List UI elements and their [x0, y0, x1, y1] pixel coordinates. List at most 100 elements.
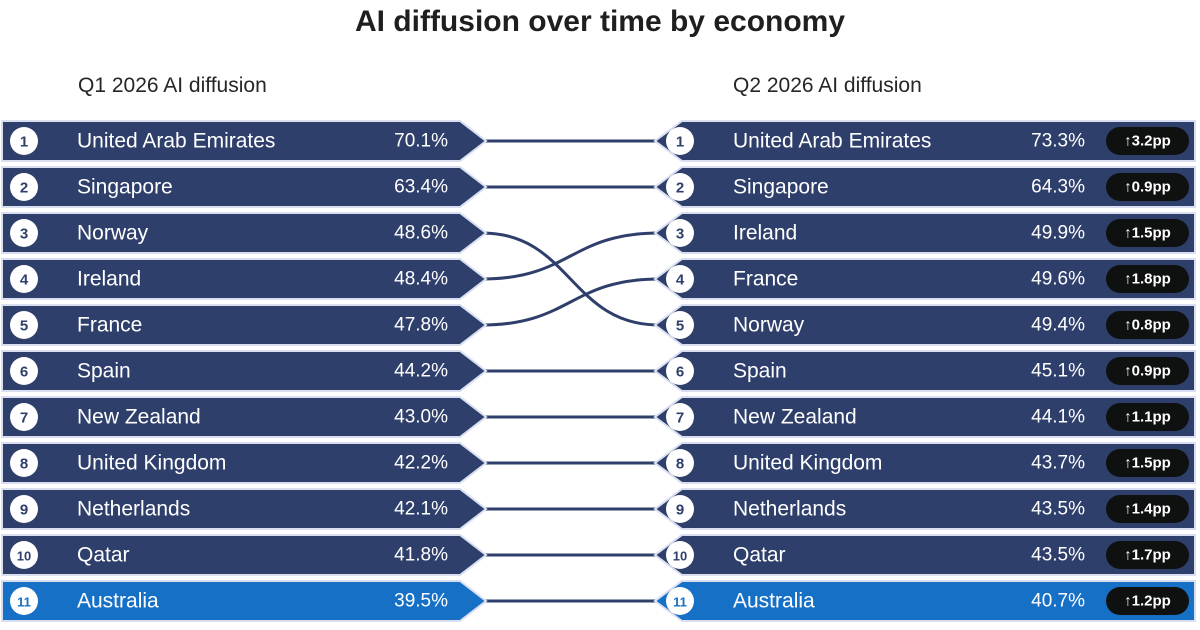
rank-circle [10, 127, 38, 155]
rank-number: 11 [17, 595, 31, 610]
diffusion-value: 42.2% [394, 453, 448, 474]
change-label: ↑3.2pp [1124, 133, 1171, 150]
row-bar [1, 166, 488, 208]
rank-circle [666, 357, 694, 385]
country-name: Norway [733, 314, 805, 337]
rank-number: 6 [20, 364, 28, 381]
left-row: 8 United Kingdom 42.2% [1, 442, 488, 484]
rank-circle [666, 265, 694, 293]
rank-number: 11 [673, 595, 687, 610]
connector-line [481, 277, 660, 327]
rank-circle [10, 173, 38, 201]
diffusion-value: 45.1% [1031, 361, 1085, 382]
rank-number: 5 [20, 318, 28, 335]
row-bar [1, 396, 488, 438]
country-name: France [77, 314, 142, 337]
rank-number: 1 [676, 134, 684, 151]
rank-circle [10, 587, 38, 615]
rank-number: 3 [20, 226, 28, 243]
rank-number: 9 [676, 502, 684, 519]
change-label: ↑1.5pp [1124, 455, 1171, 472]
country-name: Norway [77, 222, 149, 245]
change-label: ↑1.2pp [1124, 593, 1171, 610]
row-bar [1, 580, 488, 622]
diffusion-value: 43.7% [1031, 453, 1085, 474]
rank-circle [666, 403, 694, 431]
country-name: Netherlands [77, 498, 190, 521]
country-name: Qatar [733, 544, 786, 567]
right-row: 10 Qatar 43.5% ↑1.7pp [653, 534, 1196, 576]
left-row: 2 Singapore 63.4% [1, 166, 488, 208]
row-bar [653, 442, 1196, 484]
left-row: 9 Netherlands 42.1% [1, 488, 488, 530]
country-name: Netherlands [733, 498, 846, 521]
diffusion-value: 39.5% [394, 591, 448, 612]
country-name: New Zealand [733, 406, 857, 429]
row-bar [1, 488, 488, 530]
diffusion-value: 44.2% [394, 361, 448, 382]
rank-circle [666, 219, 694, 247]
row-bar [1, 212, 488, 254]
country-name: Australia [733, 590, 815, 613]
country-name: Singapore [733, 176, 829, 199]
row-bar [653, 396, 1196, 438]
rank-circle [666, 127, 694, 155]
rank-number: 1 [20, 134, 28, 151]
right-row: 11 Australia 40.7% ↑1.2pp [653, 580, 1196, 622]
rank-number: 8 [20, 456, 28, 473]
right-row: 2 Singapore 64.3% ↑0.9pp [653, 166, 1196, 208]
rank-number: 10 [17, 549, 31, 564]
rank-number: 8 [676, 456, 684, 473]
country-name: United Arab Emirates [733, 130, 931, 153]
left-row: 7 New Zealand 43.0% [1, 396, 488, 438]
connector-line [481, 231, 660, 327]
diffusion-value: 44.1% [1031, 407, 1085, 428]
row-bar [653, 304, 1196, 346]
row-bar [653, 212, 1196, 254]
right-row: 3 Ireland 49.9% ↑1.5pp [653, 212, 1196, 254]
row-bar [653, 488, 1196, 530]
rank-circle [10, 357, 38, 385]
change-label: ↑0.8pp [1124, 317, 1171, 334]
change-label: ↑1.8pp [1124, 271, 1171, 288]
left-row: 11 Australia 39.5% [1, 580, 488, 622]
rank-number: 4 [20, 272, 29, 289]
row-bar [653, 120, 1196, 162]
change-badge [1106, 311, 1189, 339]
diffusion-value: 48.6% [394, 223, 448, 244]
change-badge [1106, 127, 1189, 155]
country-name: Spain [733, 360, 787, 383]
diffusion-value: 49.4% [1031, 315, 1085, 336]
left-row: 3 Norway 48.6% [1, 212, 488, 254]
right-row: 1 United Arab Emirates 73.3% ↑3.2pp [653, 120, 1196, 162]
right-row: 6 Spain 45.1% ↑0.9pp [653, 350, 1196, 392]
rank-number: 5 [676, 318, 684, 335]
rank-circle [666, 495, 694, 523]
diffusion-value: 63.4% [394, 177, 448, 198]
rank-circle [10, 403, 38, 431]
rank-circle [666, 541, 694, 569]
country-name: United Arab Emirates [77, 130, 275, 153]
rank-circle [10, 495, 38, 523]
change-label: ↑1.4pp [1124, 501, 1171, 518]
row-bar [1, 120, 488, 162]
rank-circle [10, 265, 38, 293]
change-badge [1106, 587, 1189, 615]
left-row: 1 United Arab Emirates 70.1% [1, 120, 488, 162]
change-label: ↑0.9pp [1124, 179, 1171, 196]
change-badge [1106, 449, 1189, 477]
diffusion-value: 49.9% [1031, 223, 1085, 244]
row-bar [1, 304, 488, 346]
diffusion-value: 43.5% [1031, 545, 1085, 566]
rank-circle [10, 311, 38, 339]
rank-circle [666, 311, 694, 339]
diffusion-value: 64.3% [1031, 177, 1085, 198]
rank-number: 6 [676, 364, 684, 381]
rank-number: 7 [20, 410, 28, 427]
country-name: United Kingdom [733, 452, 882, 475]
country-name: Australia [77, 590, 159, 613]
diffusion-value: 73.3% [1031, 131, 1085, 152]
left-column-header: Q1 2026 AI diffusion [78, 74, 267, 97]
right-row: 9 Netherlands 43.5% ↑1.4pp [653, 488, 1196, 530]
